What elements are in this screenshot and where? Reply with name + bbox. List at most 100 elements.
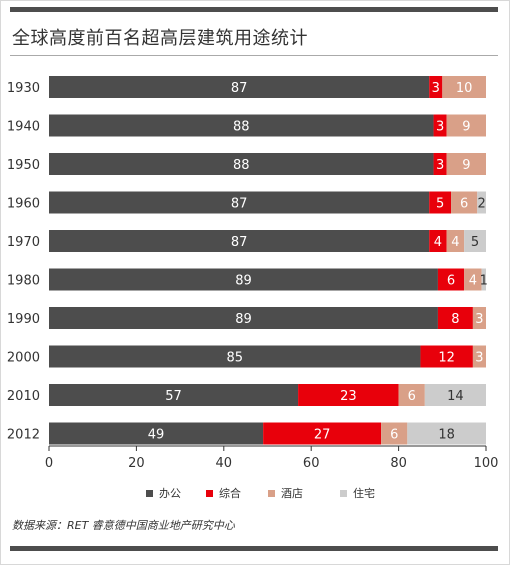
data-label: 3	[432, 81, 440, 96]
data-label: 87	[231, 81, 248, 96]
bar-segment	[477, 191, 486, 214]
bar-segment	[464, 230, 486, 252]
bar-segment	[429, 230, 447, 252]
legend-label: 办公	[159, 487, 181, 500]
category-label: 1970	[7, 235, 40, 250]
bar-segment	[49, 153, 434, 175]
data-label: 9	[462, 120, 470, 135]
data-label: 4	[434, 235, 442, 250]
bar-segment	[49, 76, 430, 98]
bar-segment	[49, 345, 421, 368]
data-label: 12	[438, 351, 455, 366]
bar-segment	[433, 153, 447, 175]
category-label: 1980	[7, 274, 40, 289]
data-label: 6	[408, 389, 416, 404]
data-label: 3	[436, 120, 444, 135]
legend-swatch	[146, 489, 153, 497]
legend-item: 办公	[146, 485, 181, 501]
legend-label: 住宅	[353, 487, 375, 500]
bar-segment	[49, 230, 430, 252]
legend-label: 综合	[219, 487, 241, 500]
bar-segment	[472, 307, 486, 329]
data-label: 89	[235, 274, 252, 289]
bar-segment	[424, 384, 486, 406]
bottom-bar	[10, 546, 498, 551]
x-tick-label: 100	[474, 456, 499, 471]
category-label: 2010	[7, 389, 40, 404]
bar-segment	[446, 114, 486, 137]
legend-item: 综合	[206, 485, 241, 501]
legend: 办公 综合 酒店 住宅	[0, 485, 510, 503]
legend-swatch	[268, 489, 275, 497]
data-label: 2	[477, 197, 485, 212]
data-label: 87	[231, 235, 248, 250]
data-label: 6	[390, 428, 398, 443]
data-label: 23	[340, 389, 357, 404]
legend-item: 酒店	[268, 485, 303, 501]
bar-segment	[446, 230, 465, 252]
data-label: 3	[436, 158, 444, 173]
legend-swatch	[340, 489, 347, 497]
data-label: 6	[447, 274, 455, 289]
data-label: 5	[436, 197, 444, 212]
bar-segment	[437, 268, 465, 291]
x-tick-label: 80	[390, 456, 407, 471]
bar-segment	[451, 191, 478, 214]
bar-segment	[398, 384, 425, 406]
data-label: 4	[451, 235, 459, 250]
bar-segment	[472, 345, 486, 368]
legend-label: 酒店	[281, 487, 303, 500]
title-divider	[10, 55, 498, 56]
data-label: 6	[460, 197, 468, 212]
data-label: 85	[226, 351, 243, 366]
bar-segment	[49, 114, 434, 137]
data-label: 88	[233, 158, 250, 173]
category-label: 1950	[7, 158, 40, 173]
top-bar	[10, 7, 498, 12]
chart-title: 全球高度前百名超高层建筑用途统计	[12, 28, 308, 49]
bar-segment	[263, 422, 382, 445]
bar-segment	[49, 268, 438, 291]
bar-segment	[49, 307, 438, 329]
data-label: 9	[462, 158, 470, 173]
bar-segment	[481, 268, 486, 291]
data-label: 14	[447, 389, 464, 404]
bar-segment	[433, 114, 447, 137]
x-tick-label: 20	[128, 456, 145, 471]
bar-segment	[420, 345, 473, 368]
bar-segment	[381, 422, 408, 445]
bar-segment	[49, 384, 299, 406]
legend-swatch	[206, 489, 213, 497]
data-label: 1	[480, 274, 488, 289]
source-note: 数据来源：RET 睿意德中国商业地产研究中心	[12, 519, 235, 532]
bar-segment	[407, 422, 486, 445]
category-label: 2012	[7, 428, 40, 443]
category-label: 1940	[7, 120, 40, 135]
x-tick-label: 40	[216, 456, 233, 471]
legend-item: 住宅	[340, 485, 375, 501]
category-label: 1930	[7, 81, 40, 96]
data-label: 8	[451, 312, 459, 327]
data-label: 5	[471, 235, 479, 250]
bar-segment	[49, 191, 430, 214]
category-label: 2000	[7, 351, 40, 366]
category-label: 1960	[7, 197, 40, 212]
bar-segment	[298, 384, 399, 406]
data-label: 10	[456, 81, 473, 96]
x-tick-label: 60	[303, 456, 320, 471]
bar-segment	[49, 422, 264, 445]
data-label: 88	[233, 120, 250, 135]
category-label: 1990	[7, 312, 40, 327]
bar-segment	[429, 76, 443, 98]
data-label: 3	[475, 312, 483, 327]
bar-segment	[464, 268, 482, 291]
bar-segment	[429, 191, 452, 214]
data-label: 57	[165, 389, 182, 404]
x-tick-label: 0	[45, 456, 53, 471]
data-label: 27	[314, 428, 331, 443]
bar-segment	[446, 153, 486, 175]
data-label: 3	[475, 351, 483, 366]
data-label: 18	[438, 428, 455, 443]
data-label: 4	[469, 274, 477, 289]
